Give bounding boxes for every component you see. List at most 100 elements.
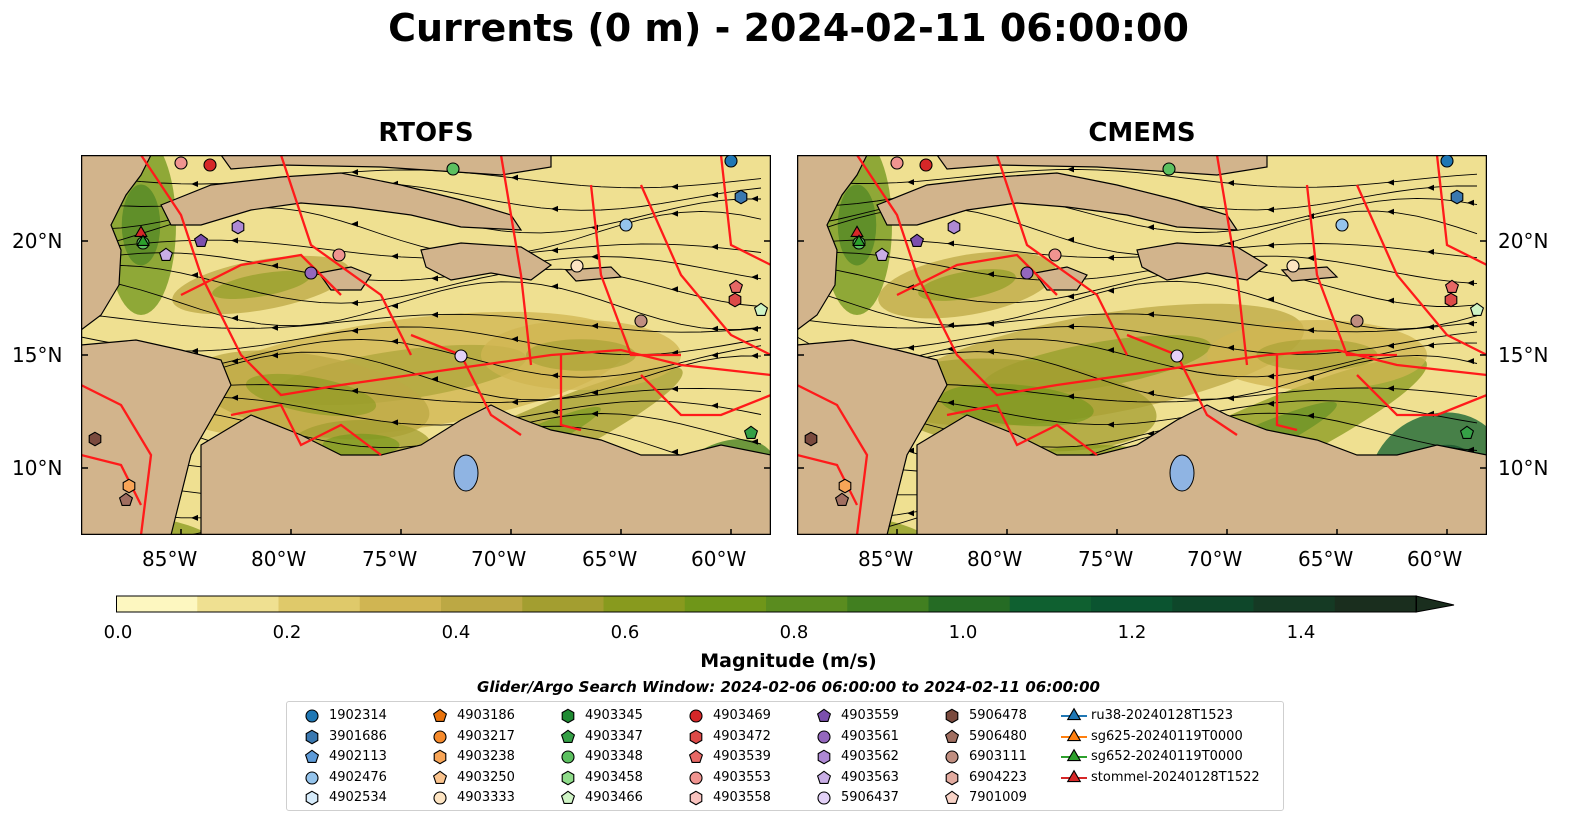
glider-line-icon bbox=[1061, 728, 1087, 741]
land-cuba bbox=[876, 172, 1239, 231]
legend-label: 4903186 bbox=[457, 708, 515, 723]
colorbar-tick: 1.2 bbox=[1117, 622, 1147, 643]
streamline-arrow bbox=[1307, 374, 1314, 381]
streamline-arrow bbox=[671, 385, 678, 392]
colorbar-tick: 1.0 bbox=[948, 622, 978, 643]
lon-label: 75°W bbox=[1078, 547, 1134, 571]
eez-boundary bbox=[279, 155, 413, 356]
colorbar-segment bbox=[1091, 596, 1173, 612]
lon-label: 80°W bbox=[251, 547, 307, 571]
pentagon-marker-icon bbox=[688, 749, 704, 763]
hexagon-marker-icon bbox=[689, 790, 703, 806]
eez-boundary bbox=[719, 155, 771, 267]
hexagon-marker-icon bbox=[945, 708, 959, 724]
legend-marker bbox=[816, 708, 832, 722]
land-south-america bbox=[200, 404, 771, 535]
streamline-arrow bbox=[1387, 297, 1394, 304]
lat-label-left: 20°N bbox=[12, 229, 63, 253]
land-jamaica bbox=[317, 266, 372, 291]
float-marker-4903562 bbox=[947, 219, 961, 235]
streamline-arrow bbox=[711, 243, 718, 250]
legend-marker bbox=[1066, 707, 1082, 721]
colorbar-frame bbox=[116, 595, 1417, 613]
legend-marker bbox=[689, 770, 703, 785]
streamline-arrow bbox=[987, 348, 994, 355]
eez-boundary bbox=[946, 403, 1098, 456]
search-window-label: Glider/Argo Search Window: 2024-02-06 06… bbox=[477, 678, 1100, 696]
streamline-arrow bbox=[551, 408, 558, 415]
streamline-arrow bbox=[1147, 224, 1154, 231]
glider-line-icon bbox=[1061, 748, 1087, 762]
float-marker-5906437 bbox=[454, 349, 468, 363]
lat-label-left: 10°N bbox=[12, 456, 63, 480]
streamline-arrow bbox=[1067, 236, 1074, 243]
streamline-arrow bbox=[231, 237, 238, 244]
float-marker-4902476 bbox=[1335, 218, 1349, 232]
circle-marker-icon bbox=[305, 709, 319, 723]
eez-boundary bbox=[499, 155, 533, 366]
lon-label: 70°W bbox=[1187, 547, 1243, 571]
colorbar-segment bbox=[116, 596, 198, 612]
legend-label: ru38-20240128T1523 bbox=[1091, 708, 1234, 723]
hexagon-marker-icon bbox=[817, 749, 831, 765]
colorbar-segment bbox=[1334, 596, 1417, 612]
lat-label-right: 10°N bbox=[1498, 456, 1549, 480]
colorbar-segment bbox=[766, 596, 848, 612]
streamline-arrow bbox=[351, 387, 358, 394]
streamline-arrow bbox=[1267, 373, 1274, 380]
lon-label: 60°W bbox=[691, 547, 747, 571]
eez-boundary bbox=[1215, 155, 1249, 366]
float-marker-4902476 bbox=[619, 218, 633, 232]
glider-marker-stommel-20240128T1522 bbox=[850, 225, 864, 237]
colorbar-tick: 0.8 bbox=[779, 622, 809, 643]
map-cmems bbox=[797, 155, 1487, 535]
float-marker-4903539 bbox=[728, 279, 744, 293]
float-marker-3901686 bbox=[734, 189, 748, 205]
float-marker-4903561 bbox=[304, 266, 318, 280]
streamline bbox=[797, 280, 1478, 330]
land-central-america bbox=[797, 339, 948, 535]
streamline-arrow bbox=[751, 325, 758, 332]
colorbar-segment bbox=[441, 596, 523, 612]
legend-marker bbox=[561, 750, 575, 764]
legend-marker bbox=[689, 729, 703, 744]
streamline-arrow bbox=[1427, 248, 1434, 255]
streamline-arrow bbox=[391, 419, 398, 426]
streamline-arrow bbox=[591, 410, 598, 417]
glider-line-icon bbox=[1061, 707, 1087, 721]
legend-label: 4903559 bbox=[841, 708, 899, 723]
float-marker-4903238 bbox=[122, 478, 136, 494]
streamline-arrow bbox=[391, 338, 398, 345]
streamline-arrow bbox=[551, 283, 558, 290]
lon-label: 70°W bbox=[471, 547, 527, 571]
colorbar-tick: 1.4 bbox=[1286, 622, 1316, 643]
colorbar-label: Magnitude (m/s) bbox=[700, 650, 877, 672]
circle-marker-icon bbox=[433, 791, 447, 805]
lake-maracaibo bbox=[453, 454, 479, 492]
colorbar bbox=[116, 595, 1455, 613]
glider-line-icon bbox=[1061, 769, 1087, 782]
legend-label: 1902314 bbox=[329, 708, 387, 723]
eez-boundary bbox=[559, 355, 582, 432]
streamline bbox=[81, 313, 762, 333]
legend-marker bbox=[944, 790, 960, 804]
streamline-arrow bbox=[1387, 208, 1394, 215]
streamline-arrow bbox=[351, 221, 358, 227]
streamline-arrow bbox=[711, 352, 718, 359]
streamline-arrow bbox=[711, 325, 718, 332]
colorbar-segment bbox=[1009, 596, 1092, 612]
legend-marker bbox=[432, 708, 448, 722]
eez-boundary bbox=[797, 453, 859, 506]
pentagon-marker-icon bbox=[432, 770, 448, 784]
eez-boundary bbox=[639, 184, 771, 357]
streamline-arrow bbox=[1267, 400, 1274, 407]
streamline-arrow bbox=[271, 324, 278, 331]
legend-label: 4902534 bbox=[329, 790, 387, 805]
lat-label-left: 15°N bbox=[12, 343, 63, 367]
legend-label: 5906478 bbox=[969, 708, 1027, 723]
streamline-arrow bbox=[431, 311, 438, 318]
lat-label-right: 20°N bbox=[1498, 229, 1549, 253]
legend-label: 4903347 bbox=[585, 728, 643, 744]
land-hispaniola bbox=[1136, 242, 1269, 281]
legend: 1902314 3901686 4902113 4902476 4902534 49031… bbox=[286, 701, 1284, 811]
